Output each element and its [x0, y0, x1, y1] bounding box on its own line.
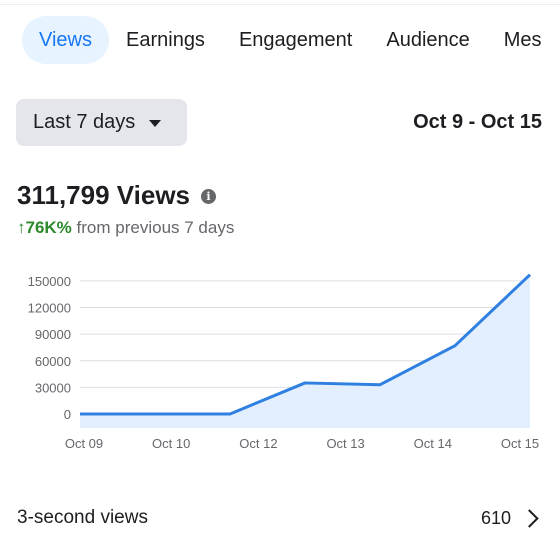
y-tick-label: 60000 [35, 354, 71, 369]
date-range-dropdown-label: Last 7 days [33, 111, 136, 133]
y-tick-label: 30000 [35, 380, 71, 395]
views-delta: ↑76K% from previous 7 days [17, 218, 234, 238]
y-tick-label: 150000 [28, 274, 71, 289]
x-tick-label: Oct 12 [239, 436, 277, 451]
x-tick-label: Oct 10 [152, 436, 190, 451]
metric-label: 3-second views [17, 507, 148, 528]
x-tick-label: Oct 14 [414, 436, 452, 451]
views-chart: 0 30000 60000 90000 120000 150000 Oct 09 Oct 10… [28, 273, 539, 451]
metric-value: 610 [480, 507, 511, 528]
info-icon[interactable]: i [201, 188, 217, 204]
delta-text: from previous 7 days [76, 218, 235, 237]
x-tick-label: Oct 13 [326, 436, 364, 451]
tab-engagement[interactable]: Engagement [238, 29, 353, 51]
date-range-text: Oct 9 - Oct 15 [413, 111, 542, 133]
insights-tabs: Views Earnings Engagement Audience Mes [22, 16, 560, 66]
x-tick-label: Oct 09 [65, 436, 103, 451]
x-tick-label: Oct 15 [501, 436, 539, 451]
delta-value: ↑76K% [17, 218, 72, 237]
tab-earnings[interactable]: Earnings [126, 29, 205, 51]
three-second-views-row[interactable]: 3-second views 610 [17, 500, 542, 536]
views-total-heading: 311,799 Views i [17, 180, 217, 211]
tab-messages[interactable]: Mes [503, 29, 542, 51]
tab-views[interactable]: Views [22, 16, 109, 64]
tab-audience[interactable]: Audience [386, 29, 470, 51]
date-range-dropdown[interactable]: Last 7 days [16, 99, 187, 146]
top-divider [0, 4, 560, 5]
caret-down-icon [149, 120, 162, 127]
y-tick-label: 120000 [28, 301, 71, 316]
chevron-right-icon [520, 508, 539, 528]
y-tick-label: 0 [64, 407, 71, 422]
y-tick-label: 90000 [35, 327, 71, 342]
area-fill [80, 274, 530, 428]
views-total-value: 311,799 Views [17, 180, 191, 210]
